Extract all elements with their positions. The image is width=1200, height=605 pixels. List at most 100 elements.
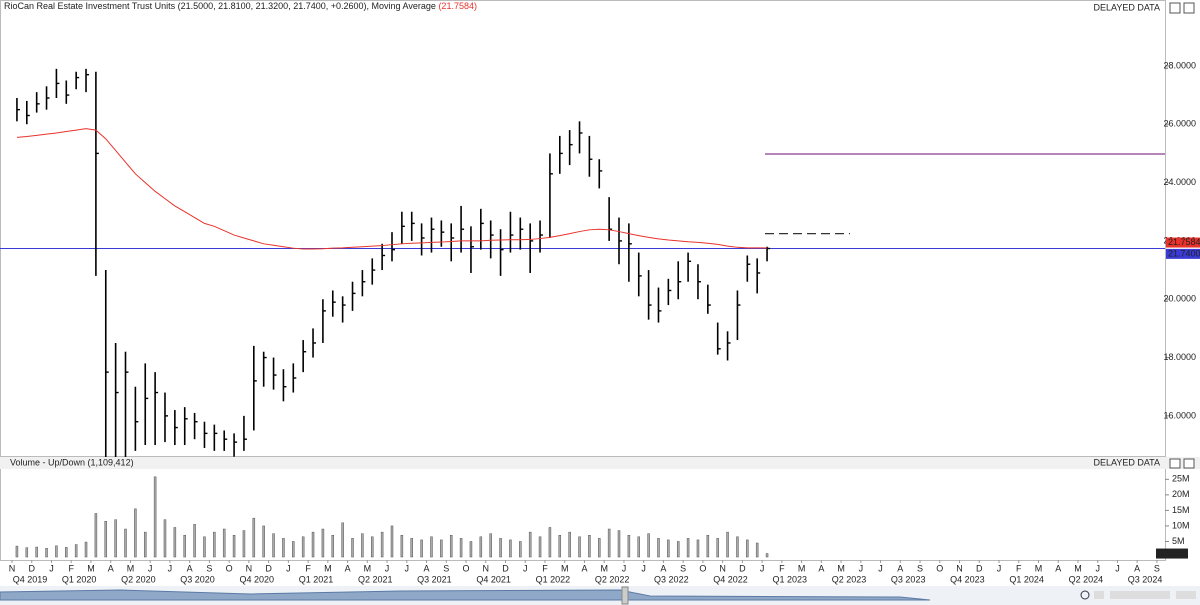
month-label: D	[265, 563, 272, 573]
quarter-label: Q4 2021	[476, 574, 511, 584]
month-label: J	[49, 563, 54, 573]
month-label: A	[1134, 563, 1140, 573]
quarter-label: Q3 2021	[417, 574, 452, 584]
volume-bar	[667, 539, 670, 558]
month-label: N	[9, 563, 16, 573]
volume-bar	[351, 538, 354, 558]
volume-bar	[558, 535, 562, 558]
plot-area	[0, 68, 1165, 457]
volume-bar	[203, 536, 206, 558]
month-label: O	[936, 563, 943, 573]
month-label: A	[660, 563, 666, 573]
y-tick-label: 28.0000	[1163, 60, 1196, 70]
window-button[interactable]	[1169, 2, 1181, 14]
y-tick-label: 25M	[1172, 474, 1190, 484]
price-panel	[0, 0, 1166, 457]
month-label: D	[976, 563, 983, 573]
month-label: M	[364, 563, 372, 573]
month-label: J	[523, 563, 528, 573]
y-tick-label: 20.0000	[1163, 294, 1196, 304]
month-label: N	[483, 563, 490, 573]
month-label: F	[779, 563, 785, 573]
month-label: S	[443, 563, 449, 573]
volume-header-bar	[0, 457, 1200, 469]
quarter-label: Q3 2024	[1128, 574, 1163, 584]
volume-bar	[755, 542, 759, 558]
month-label: F	[1016, 563, 1022, 573]
quarter-label: Q1 2021	[299, 574, 334, 584]
volume-bar	[716, 538, 719, 558]
month-label: F	[68, 563, 74, 573]
volume-bar	[430, 536, 433, 558]
volume-bar	[469, 541, 473, 558]
month-label: D	[502, 563, 509, 573]
month-label: A	[897, 563, 903, 573]
month-label: D	[28, 563, 35, 573]
month-label: O	[226, 563, 233, 573]
volume-title: Volume - Up/Down (1,109,412)	[10, 457, 134, 467]
quarter-label: Q3 2022	[654, 574, 689, 584]
volume-bar	[400, 535, 404, 558]
quarter-label: Q2 2022	[595, 574, 630, 584]
w-icon[interactable]	[1094, 591, 1104, 599]
nav-icons[interactable]	[1110, 591, 1170, 599]
volume-bar	[479, 536, 483, 558]
y-tick-label: 5M	[1172, 536, 1185, 546]
volume-bar	[104, 521, 108, 558]
volume-bar	[311, 531, 315, 558]
volume-bar	[74, 544, 78, 558]
y-tick-label: 26.0000	[1163, 119, 1196, 129]
toolbar	[1080, 590, 1196, 600]
volume-bar	[578, 536, 581, 558]
month-label: O	[463, 563, 470, 573]
volume-bar	[647, 533, 650, 558]
zoom-icons[interactable]	[1176, 591, 1196, 599]
volume-tag	[1156, 548, 1188, 559]
window-button[interactable]	[1169, 458, 1181, 469]
volume-bar	[242, 530, 246, 558]
refresh-icon[interactable]	[1080, 590, 1090, 600]
month-label: F	[305, 563, 311, 573]
volume-bar	[568, 531, 571, 558]
month-label: M	[837, 563, 845, 573]
month-label: J	[878, 563, 883, 573]
month-label: J	[385, 563, 390, 573]
volume-bar	[361, 533, 364, 558]
volume-bar	[657, 538, 660, 558]
quarter-label: Q1 2020	[62, 574, 97, 584]
volume-bar	[213, 531, 216, 558]
quarter-label: Q3 2023	[891, 574, 926, 584]
quarter-label: Q2 2024	[1069, 574, 1104, 584]
month-label: J	[1095, 563, 1100, 573]
month-label: A	[345, 563, 351, 573]
month-label: J	[859, 563, 864, 573]
month-label: M	[798, 563, 806, 573]
month-label: N	[246, 563, 253, 573]
volume-bar	[252, 517, 256, 558]
volume-bar	[538, 536, 542, 558]
plot-area	[15, 476, 769, 558]
volume-bar	[726, 531, 729, 558]
quarter-label: Q4 2023	[950, 574, 985, 584]
month-label: A	[187, 563, 193, 573]
month-label: A	[818, 563, 824, 573]
volume-bar	[459, 538, 463, 558]
quarter-label: Q4 2019	[13, 574, 48, 584]
y-tick-label: 24.0000	[1163, 177, 1196, 187]
volume-tag-label: 1.109M	[1158, 548, 1188, 558]
navigator-area	[0, 589, 931, 601]
volume-bar	[637, 536, 640, 558]
volume-bar	[765, 553, 769, 558]
close-button[interactable]	[1183, 458, 1195, 469]
volume-bar	[410, 538, 413, 558]
volume-bar	[25, 547, 29, 558]
y-tick-label: 15M	[1172, 505, 1190, 515]
close-button[interactable]	[1183, 2, 1195, 14]
volume-bar	[519, 541, 522, 558]
month-label: F	[542, 563, 548, 573]
navigator-handle[interactable]	[621, 586, 629, 605]
volume-bar	[143, 531, 147, 558]
volume-bar	[686, 538, 690, 558]
volume-bar	[509, 539, 512, 558]
